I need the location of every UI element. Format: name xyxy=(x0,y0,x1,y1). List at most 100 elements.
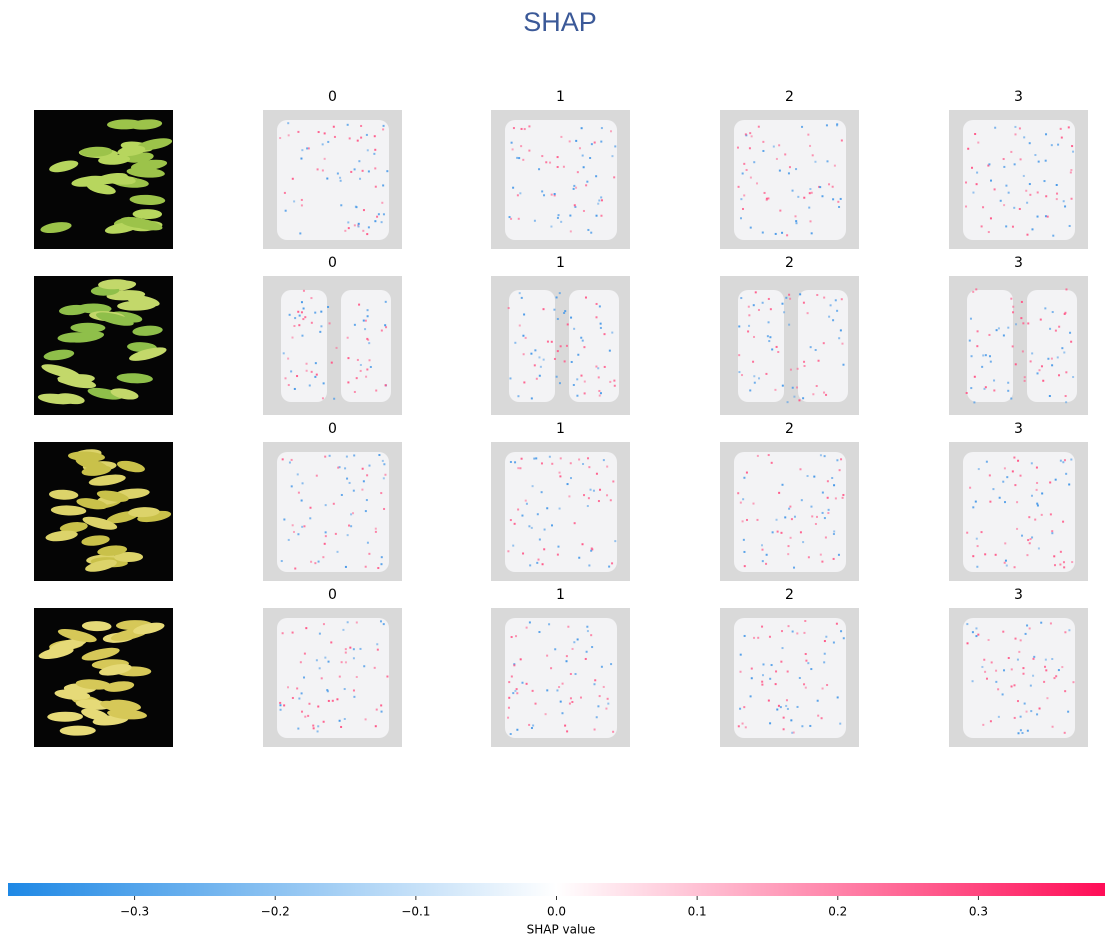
shap-map xyxy=(720,110,859,249)
shap-pixel xyxy=(292,178,294,180)
shap-pixel xyxy=(557,217,559,219)
shap-pixel xyxy=(517,395,519,397)
shap-pixel xyxy=(1012,470,1014,472)
shap-pixel xyxy=(578,459,580,461)
shap-pixel xyxy=(1029,142,1031,144)
shap-pixel xyxy=(543,308,545,310)
shap-pixel xyxy=(347,621,349,623)
shap-pixel xyxy=(782,484,784,486)
shap-pixel xyxy=(350,525,352,527)
shap-pixel xyxy=(327,690,329,692)
shap-pixel xyxy=(297,473,299,475)
shap-pixel xyxy=(512,148,514,150)
shap-pixel xyxy=(606,494,608,496)
shap-pixel xyxy=(1030,360,1032,362)
shap-pixel xyxy=(1014,566,1016,568)
shap-pixel xyxy=(519,467,521,469)
shap-pixel xyxy=(1030,710,1032,712)
shap-pixel xyxy=(801,499,803,501)
shap-pixel xyxy=(532,690,534,692)
shap-pixel xyxy=(1053,555,1055,557)
shap-map xyxy=(491,276,630,415)
shap-pixel xyxy=(570,317,572,319)
shap-pixel xyxy=(367,315,369,317)
shap-pixel xyxy=(610,663,612,665)
shap-pixel xyxy=(347,381,349,383)
shap-pixel xyxy=(1005,225,1007,227)
shap-pixel xyxy=(517,467,519,469)
shap-pixel xyxy=(384,324,386,326)
shap-pixel xyxy=(967,148,969,150)
shap-pixel xyxy=(314,562,316,564)
shap-pixel xyxy=(749,132,751,134)
panel-title: 0 xyxy=(328,421,337,437)
shap-pixel xyxy=(509,216,511,218)
shap-pixel xyxy=(382,184,384,186)
shap-map xyxy=(263,608,402,747)
shap-pixel xyxy=(382,460,384,462)
shap-pixel xyxy=(1071,145,1073,147)
shap-pixel xyxy=(1049,328,1051,330)
shap-pixel xyxy=(588,497,590,499)
shap-pixel xyxy=(1004,542,1006,544)
shap-pixel xyxy=(586,181,588,183)
shap-pixel xyxy=(542,563,544,565)
shap-pixel xyxy=(1071,198,1073,200)
shap-pixel xyxy=(748,306,750,308)
shap-pixel xyxy=(988,334,990,336)
shap-pixel xyxy=(328,661,330,663)
shap-pixel xyxy=(1051,144,1053,146)
shap-pixel xyxy=(802,397,804,399)
shap-pixel xyxy=(559,292,561,294)
shap-pixel xyxy=(1061,666,1063,668)
shap-pixel xyxy=(347,337,349,339)
shap-pixel xyxy=(1067,711,1069,713)
shap-pixel xyxy=(283,518,285,520)
shap-pixel xyxy=(304,316,306,318)
shap-pixel xyxy=(843,637,845,639)
shap-pixel xyxy=(743,194,745,196)
shap-pixel xyxy=(339,676,341,678)
shap-pixel xyxy=(586,651,588,653)
shap-pixel xyxy=(600,215,602,217)
shap-pixel xyxy=(560,221,562,223)
shap-pixel xyxy=(591,646,593,648)
shap-pixel xyxy=(514,461,516,463)
shap-pixel xyxy=(824,640,826,642)
shap-pixel xyxy=(826,124,828,126)
shap-pixel xyxy=(762,302,764,304)
shap-pixel xyxy=(613,176,615,178)
shap-pixel xyxy=(977,142,979,144)
shap-pixel xyxy=(752,503,754,505)
shap-pixel xyxy=(988,163,990,165)
shap-pixel xyxy=(765,563,767,565)
shap-pixel xyxy=(545,161,547,163)
colorbar-tick-label: −0.1 xyxy=(401,905,430,919)
shap-pixel xyxy=(302,318,304,320)
shap-pixel xyxy=(797,196,799,198)
shap-pixel xyxy=(349,137,351,139)
shap-pixel xyxy=(529,564,531,566)
shap-pixel xyxy=(1057,356,1059,358)
shap-pixel xyxy=(292,632,294,634)
shap-pixel xyxy=(984,671,986,673)
shap-pixel xyxy=(976,172,978,174)
shap-pixel xyxy=(510,461,512,463)
shap-pixel xyxy=(521,458,523,460)
shap-pixel xyxy=(528,150,530,152)
shap-pixel xyxy=(1029,183,1031,185)
shap-pixel xyxy=(362,468,364,470)
shap-pixel xyxy=(332,700,334,702)
shap-pixel xyxy=(540,366,542,368)
shap-pixel xyxy=(317,706,319,708)
shap-pixel xyxy=(982,206,984,208)
shap-pixel xyxy=(288,384,290,386)
shap-pixel xyxy=(298,324,300,326)
shap-pixel xyxy=(1071,561,1073,563)
shap-pixel xyxy=(531,397,533,399)
panel-title: 1 xyxy=(556,421,565,437)
shap-pixel xyxy=(511,636,513,638)
shap-pixel xyxy=(1019,127,1021,129)
shap-pixel xyxy=(322,397,324,399)
shap-pixel xyxy=(974,376,976,378)
